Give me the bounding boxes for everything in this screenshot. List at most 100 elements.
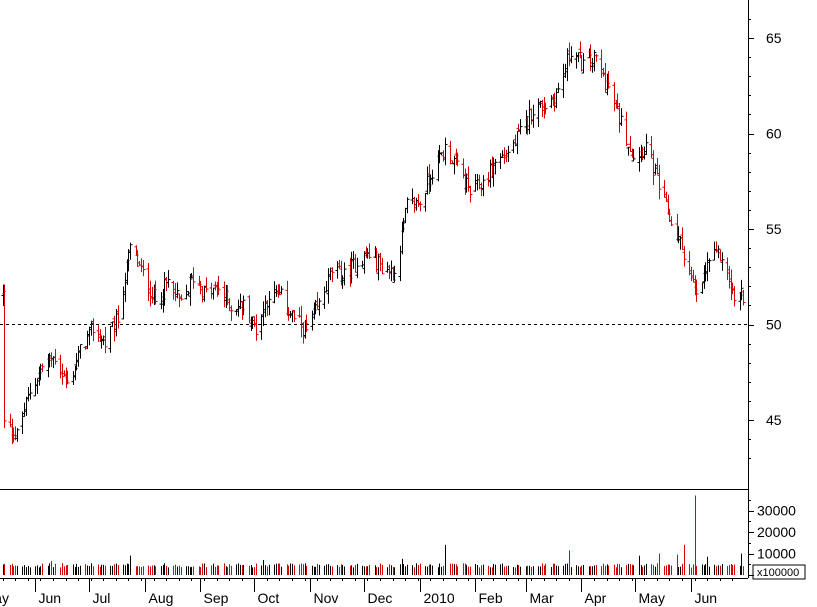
ohlc-bar [353,254,358,273]
ohlc-bar [511,140,516,154]
ohlc-bar [669,216,674,227]
ohlc-bar [351,251,356,269]
ohlc-bar [714,241,719,253]
ohlc-bar [123,272,128,302]
ohlc-bar [612,82,617,112]
ohlc-bar [310,310,315,331]
ohlc-bar [362,251,367,274]
x-tick-label: Sep [204,590,229,606]
ohlc-bar [153,280,158,305]
ohlc-bar [430,169,435,185]
ohlc-bar [378,252,383,272]
ohlc-bar [619,108,624,126]
ohlc-bar [40,363,45,373]
ohlc-bar [649,135,654,158]
ohlc-bar [227,298,232,312]
ohlc-bar [712,241,717,261]
ohlc-bar [504,149,509,163]
price-tick-label: 60 [766,126,782,142]
ohlc-bar [76,345,81,367]
ohlc-bar [727,265,732,289]
ohlc-bar [26,386,31,402]
x-tick-label: Oct [258,590,280,606]
ohlc-bar [71,371,76,385]
ohlc-bar [543,102,548,115]
ohlc-bar [211,287,216,300]
ohlc-bar [637,147,642,172]
ohlc-bar [481,175,486,197]
ohlc-bar [141,259,146,277]
ohlc-bar [315,292,320,309]
ohlc-bar [267,290,272,316]
ohlc-bar [324,281,329,293]
ohlc-bar [254,314,259,341]
ohlc-bar [392,265,397,283]
ohlc-bar [241,295,246,316]
ohlc-bar [389,260,394,282]
ohlc-bar [376,253,381,281]
ohlc-bar [234,309,239,316]
ohlc-bar [694,279,699,302]
ohlc-bar [441,150,446,162]
ohlc-bar [518,119,523,135]
ohlc-bar [603,63,608,93]
ohlc-bar [423,192,428,212]
ohlc-bar [569,46,574,64]
ohlc-bar [15,428,20,442]
price-tick-label: 55 [766,221,782,237]
ohlc-bar [33,377,38,397]
ohlc-bar [108,325,113,353]
ohlc-bar [576,52,581,63]
x-tick-label: Aug [149,590,174,606]
x-tick-label: Jun [39,590,62,606]
ohlc-bar [414,197,419,211]
ohlc-bar [301,322,306,344]
ohlc-bar [292,309,297,323]
ohlc-bar [624,111,629,146]
ohlc-bar [565,48,570,82]
ohlc-bar [337,259,342,269]
ohlc-bar [204,277,209,293]
ohlc-bar [410,188,415,205]
ohlc-bar [209,282,214,299]
ohlc-bar [252,316,257,327]
ohlc-bar [35,378,40,395]
axes [0,0,754,592]
ohlc-bar [556,82,561,93]
ohlc-bar [475,174,480,191]
ohlc-bar [540,99,545,118]
ohlc-bar [229,305,234,321]
ohlc-bar [515,131,520,155]
ohlc-bar [2,284,7,429]
ohlc-bar [360,260,365,268]
ohlc-bar [732,286,737,307]
volume-multiplier-label: x100000 [757,567,799,579]
ohlc-bar [531,104,536,128]
price-panel [0,41,748,445]
ohlc-bar [103,327,108,354]
ohlc-bar [20,411,25,435]
ohlc-bar [24,396,29,416]
ohlc-bar [89,320,94,336]
ohlc-bar [513,134,518,147]
volume-tick-label: 20000 [757,524,796,540]
ohlc-bar [506,145,511,162]
ohlc-bar [49,352,54,367]
volume-multiplier-box: x100000 [752,564,806,580]
ohlc-bar [581,53,586,74]
ohlc-bar [524,110,529,134]
ohlc-bar [477,174,482,190]
ohlc-bar [720,252,725,271]
ohlc-bar [164,277,169,292]
ohlc-bar [707,258,712,272]
ohlc-bar [328,267,333,281]
ohlc-bar [299,305,304,338]
ohlc-bar [200,285,205,303]
ohlc-bar [175,282,180,299]
x-tick-label: May [0,590,9,606]
ohlc-bar [148,280,153,307]
ohlc-bar [28,383,33,400]
ohlc-bar [651,150,656,185]
ohlc-bar [455,152,460,167]
